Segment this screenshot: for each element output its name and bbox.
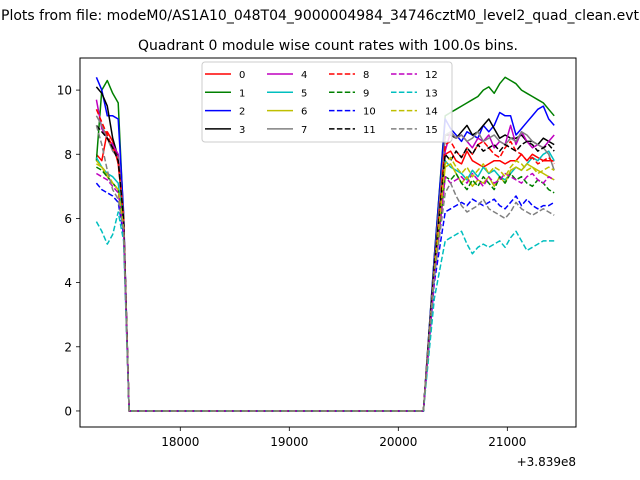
series-line-12 [96, 172, 555, 412]
y-tick-label: 2 [64, 340, 72, 354]
y-axis-ticks: 0 2 4 6 8 10 [57, 84, 80, 418]
legend-label-7: 7 [301, 125, 307, 136]
legend-label-5: 5 [301, 88, 307, 99]
chart-title: Quadrant 0 module wise count rates with … [138, 38, 518, 54]
x-tick-label: 19000 [270, 435, 308, 449]
y-tick-label: 8 [64, 148, 72, 162]
series-line-15 [95, 125, 555, 412]
legend-label-9: 9 [363, 88, 369, 99]
x-tick-label: 20000 [379, 435, 417, 449]
x-axis-ticks: 18000 19000 20000 21000 [161, 427, 526, 449]
series-line-14 [95, 156, 555, 412]
x-axis-offset-label: +3.839e8 [517, 455, 576, 469]
y-tick-label: 0 [64, 404, 72, 418]
legend-frame [201, 61, 453, 143]
legend-label-8: 8 [363, 70, 369, 81]
legend-label-3: 3 [239, 125, 245, 136]
legend-label-1: 1 [239, 88, 245, 99]
figure-suptitle: Plots from file: modeM0/AS1A10_048T04_90… [1, 8, 639, 24]
legend-label-11: 11 [363, 125, 376, 136]
y-tick-label: 6 [64, 212, 72, 226]
legend-label-10: 10 [363, 107, 376, 118]
legend-label-0: 0 [239, 70, 245, 81]
legend-label-14: 14 [425, 107, 438, 118]
legend-label-12: 12 [425, 70, 438, 81]
legend-label-15: 15 [425, 125, 438, 136]
legend-label-13: 13 [425, 88, 438, 99]
series-layer [95, 76, 555, 412]
y-tick-label: 10 [57, 84, 72, 98]
series-line-13 [95, 211, 555, 412]
legend-label-4: 4 [301, 70, 307, 81]
series-line-2 [95, 77, 555, 412]
series-line-11 [95, 124, 555, 412]
x-tick-label: 21000 [488, 435, 526, 449]
y-tick-label: 4 [64, 276, 72, 290]
legend-label-6: 6 [301, 107, 307, 118]
x-tick-label: 18000 [161, 435, 199, 449]
legend-label-2: 2 [239, 107, 245, 118]
